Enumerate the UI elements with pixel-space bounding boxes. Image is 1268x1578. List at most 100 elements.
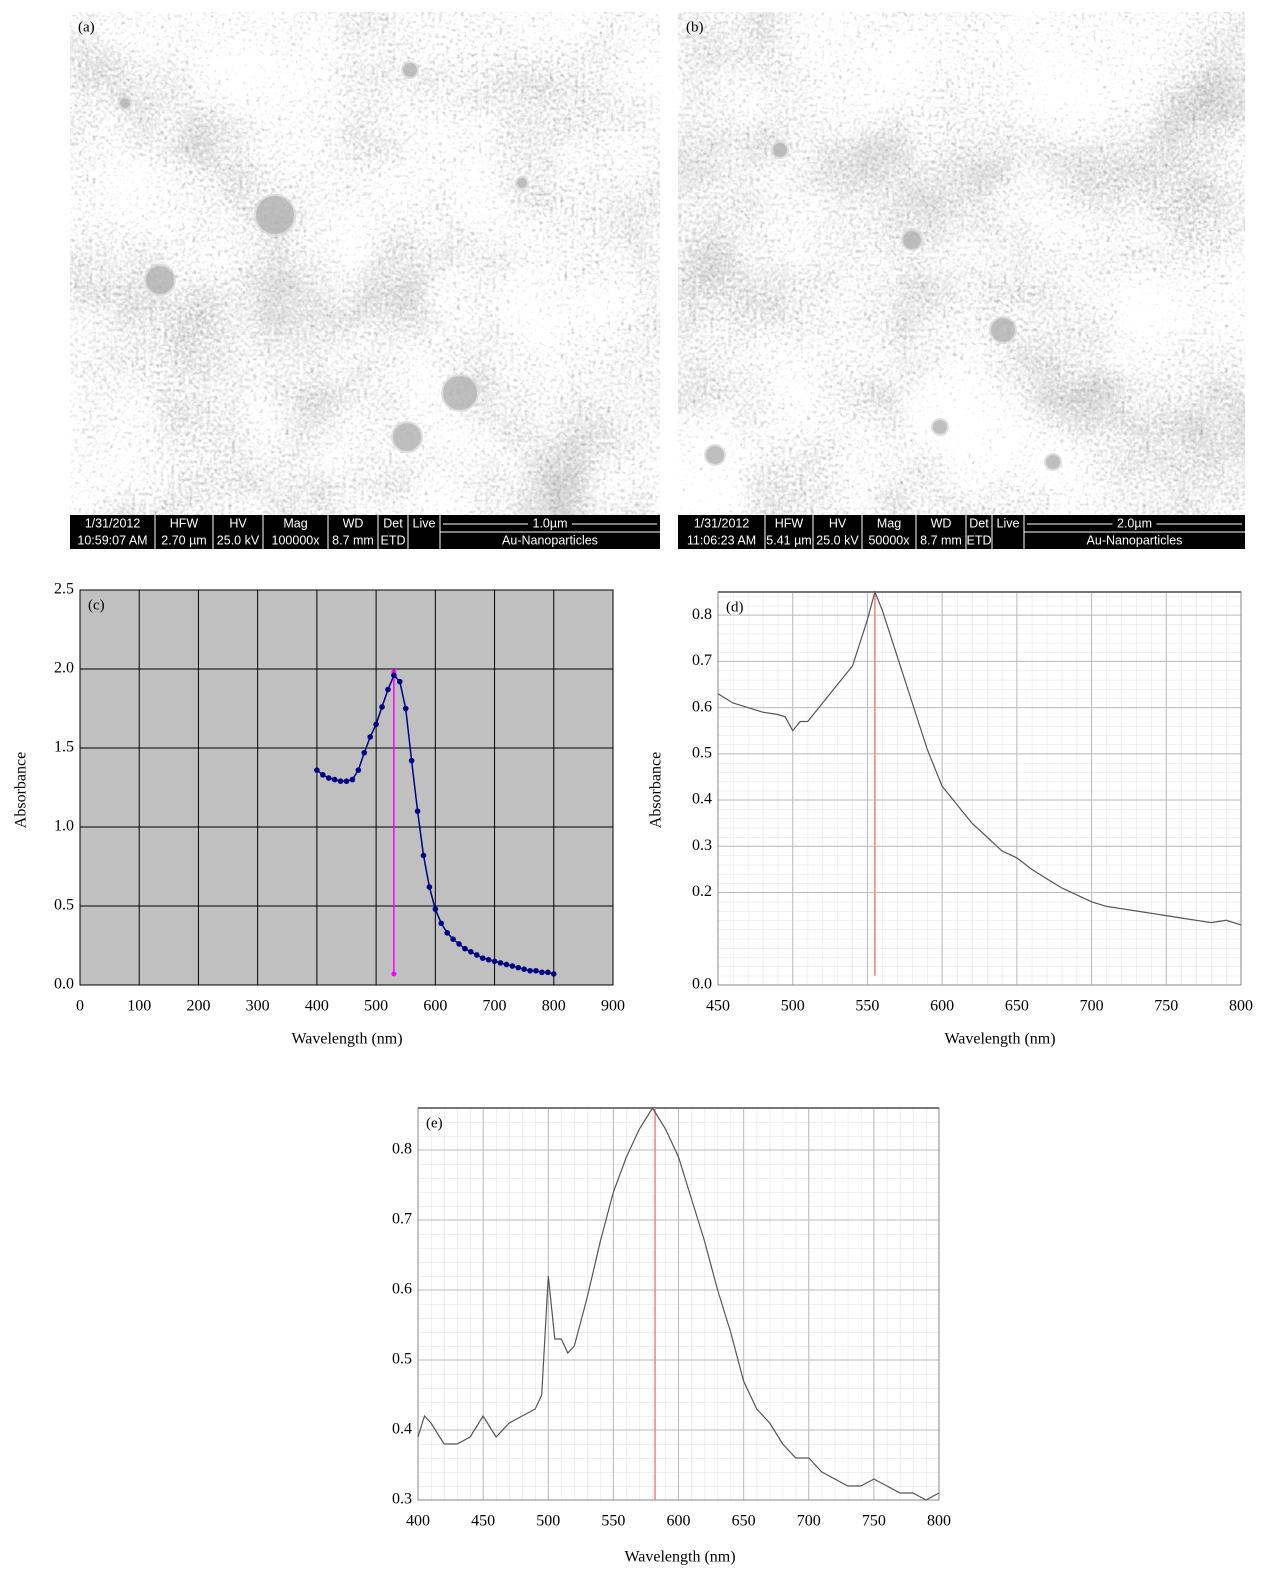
data-point <box>539 969 545 976</box>
panel-label: (d) <box>726 599 744 615</box>
data-point <box>361 749 368 756</box>
y-tick-label: 0.5 <box>54 897 74 914</box>
data-point <box>325 775 332 781</box>
x-axis-label: Wavelength (nm) <box>944 1031 1055 1048</box>
info-text: HFW <box>170 516 199 530</box>
info-text: Mag <box>877 516 901 530</box>
data-point <box>485 956 492 963</box>
data-point <box>331 776 338 783</box>
data-point <box>462 945 468 952</box>
info-text: 2.70 µm <box>161 533 206 547</box>
data-point <box>550 971 557 977</box>
minor-grid <box>718 592 1241 985</box>
y-tick-label: 0.3 <box>392 1491 412 1508</box>
y-tick-label: 2.5 <box>54 581 74 598</box>
sem-image <box>70 12 660 515</box>
data-point <box>320 772 326 778</box>
data-point <box>450 936 456 942</box>
data-point <box>397 678 403 685</box>
y-tick-label: 0.3 <box>692 837 712 854</box>
x-tick-label: 800 <box>1229 998 1253 1015</box>
x-tick-label: 550 <box>855 998 879 1015</box>
data-point <box>432 906 439 912</box>
info-text: 8.7 mm <box>332 533 374 547</box>
data-point <box>414 808 421 814</box>
y-tick-label: 0.5 <box>692 744 712 761</box>
x-axis-label: Wavelength (nm) <box>624 1549 735 1566</box>
data-point <box>497 960 504 966</box>
info-text: Live <box>997 516 1020 530</box>
info-text: 25.0 kV <box>217 533 260 547</box>
data-point <box>503 961 510 968</box>
info-text: 11:06:23 AM <box>687 533 756 547</box>
data-point <box>355 767 362 773</box>
info-text: WD <box>343 516 364 530</box>
scale-label-bg <box>1112 517 1157 531</box>
y-tick-label: 0.8 <box>392 1141 412 1158</box>
panel-label: (c) <box>88 597 105 613</box>
info-text: HFW <box>775 516 804 530</box>
x-tick-label: 700 <box>483 998 507 1015</box>
x-tick-label: 650 <box>732 1513 756 1530</box>
info-text: Det <box>383 516 403 530</box>
x-tick-label: 450 <box>471 1513 495 1530</box>
info-text: 8.7 mm <box>920 533 962 547</box>
info-text: 1/31/2012 <box>85 516 141 530</box>
x-tick-label: 400 <box>305 998 329 1015</box>
x-tick-label: 500 <box>781 998 805 1015</box>
info-text: ETD <box>381 533 406 547</box>
x-tick-label: 450 <box>706 998 730 1015</box>
data-point <box>426 884 433 890</box>
info-text: HV <box>229 516 247 530</box>
x-tick-label: 800 <box>542 998 566 1015</box>
info-text: HV <box>829 516 847 530</box>
data-point <box>314 767 320 773</box>
x-tick-label: 750 <box>1154 998 1178 1015</box>
data-point <box>473 952 480 958</box>
y-tick-label: 0.4 <box>692 791 712 808</box>
data-point <box>521 966 527 972</box>
data-point <box>343 778 350 784</box>
y-tick-label: 0.5 <box>392 1351 412 1368</box>
info-text: Live <box>413 516 436 530</box>
x-tick-label: 600 <box>423 998 447 1015</box>
data-point <box>515 964 522 971</box>
data-point <box>527 967 533 974</box>
data-point <box>438 920 445 927</box>
x-tick-label: 600 <box>667 1513 691 1530</box>
data-point <box>391 672 397 679</box>
data-point <box>402 705 409 712</box>
y-tick-label: 0.7 <box>392 1211 412 1228</box>
y-tick-label: 0.0 <box>54 976 74 993</box>
sample-name: Au-Nanoparticles <box>1087 533 1183 547</box>
x-tick-label: 300 <box>246 998 270 1015</box>
data-point <box>420 852 427 859</box>
info-text: 100000x <box>272 533 321 547</box>
panel-label: (b) <box>686 19 704 35</box>
scale-label: 2.0µm <box>1117 516 1152 530</box>
info-text: 5.41 µm <box>766 533 811 547</box>
x-tick-label: 500 <box>536 1513 560 1530</box>
y-tick-label: 1.0 <box>54 818 74 835</box>
x-tick-label: 0 <box>76 998 84 1015</box>
scale-label-bg <box>528 517 572 531</box>
x-tick-label: 400 <box>406 1513 430 1530</box>
data-point <box>509 963 516 969</box>
x-tick-label: 100 <box>127 998 151 1015</box>
data-point <box>349 776 356 783</box>
data-point <box>337 778 344 784</box>
info-text: WD <box>931 516 952 530</box>
x-tick-label: 700 <box>797 1513 821 1530</box>
data-point <box>444 930 450 936</box>
panel-label: (a) <box>78 19 95 35</box>
y-axis-label: Absorbance <box>648 752 665 828</box>
y-tick-label: 0.6 <box>692 698 712 715</box>
data-point <box>545 969 551 976</box>
info-text: 10:59:07 AM <box>77 533 147 547</box>
info-text: 25.0 kV <box>816 533 859 547</box>
plot-area <box>80 590 613 985</box>
x-tick-label: 750 <box>862 1513 886 1530</box>
y-tick-label: 0.4 <box>392 1421 412 1438</box>
data-point <box>367 734 373 740</box>
